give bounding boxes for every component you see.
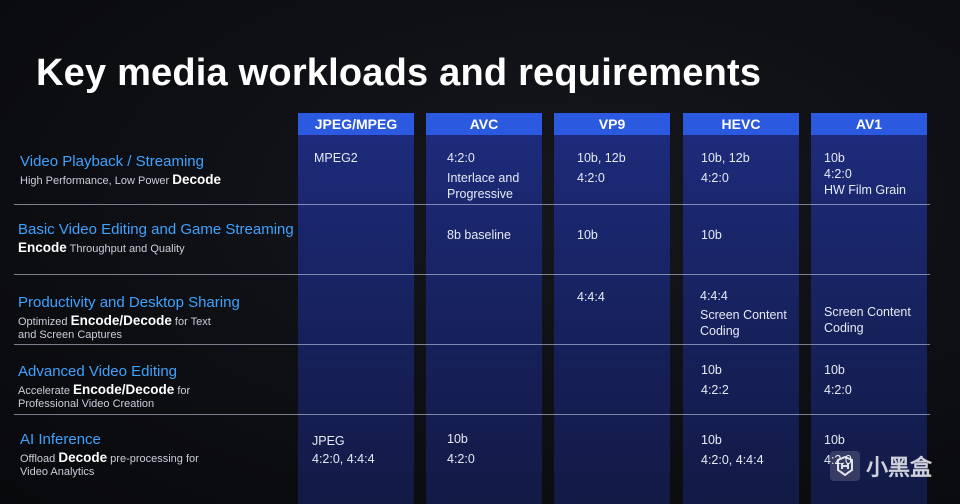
row-title: Basic Video Editing and Game Streaming bbox=[18, 221, 294, 238]
cell-playback-vp9: 10b, 12b 4:2:0 bbox=[577, 151, 626, 185]
column-header: AVC bbox=[426, 113, 542, 135]
cell-ai-hevc: 10b 4:2:0, 4:4:4 bbox=[701, 433, 764, 467]
column-av1: AV1 bbox=[811, 113, 927, 504]
row-divider bbox=[14, 414, 930, 415]
column-jpeg-mpeg: JPEG/MPEG bbox=[298, 113, 414, 504]
cell-ai-jpeg: JPEG 4:2:0, 4:4:4 bbox=[312, 434, 375, 466]
column-hevc: HEVC bbox=[683, 113, 799, 504]
cell-playback-hevc: 10b, 12b 4:2:0 bbox=[701, 151, 750, 185]
cell-basic-avc: 8b baseline bbox=[447, 228, 511, 242]
column-header: HEVC bbox=[683, 113, 799, 135]
column-header: JPEG/MPEG bbox=[298, 113, 414, 135]
cell-basic-hevc: 10b bbox=[701, 228, 722, 242]
cell-ai-avc: 10b 4:2:0 bbox=[447, 432, 475, 466]
slide-title: Key media workloads and requirements bbox=[36, 52, 762, 94]
cell-productivity-hevc: 4:4:4 Screen Content Coding bbox=[700, 289, 787, 338]
row-description: Offload Decode pre-processing for Video … bbox=[20, 450, 199, 478]
column-header: VP9 bbox=[554, 113, 670, 135]
watermark-text: 小黑盒 bbox=[865, 455, 932, 480]
row-title: AI Inference bbox=[20, 431, 101, 448]
row-divider bbox=[14, 344, 930, 345]
row-title: Video Playback / Streaming bbox=[20, 153, 204, 170]
row-divider bbox=[14, 274, 930, 275]
column-vp9: VP9 bbox=[554, 113, 670, 504]
row-label-ai-inference: AI Inference Offload Decode pre-processi… bbox=[20, 431, 220, 479]
row-description: Encode Throughput and Quality bbox=[18, 240, 185, 255]
row-description: Optimized Encode/Decode for Text and Scr… bbox=[18, 313, 211, 341]
cell-playback-jpeg: MPEG2 bbox=[314, 151, 358, 165]
watermark-logo-icon bbox=[829, 451, 860, 481]
cell-playback-avc: 4:2:0 Interlace and Progressive bbox=[447, 151, 520, 201]
cell-playback-av1: 10b 4:2:0 HW Film Grain bbox=[824, 151, 906, 197]
cell-advanced-hevc: 10b 4:2:2 bbox=[701, 363, 729, 397]
row-label-advanced-video-editing: Advanced Video Editing Accelerate Encode… bbox=[18, 363, 218, 411]
row-label-productivity: Productivity and Desktop Sharing Optimiz… bbox=[18, 294, 240, 342]
watermark: 小黑盒 bbox=[829, 450, 932, 482]
column-header: AV1 bbox=[811, 113, 927, 135]
row-label-video-playback: Video Playback / Streaming High Performa… bbox=[20, 153, 221, 188]
row-description: High Performance, Low Power Decode bbox=[20, 172, 222, 187]
cell-basic-vp9: 10b bbox=[577, 228, 598, 242]
column-avc: AVC bbox=[426, 113, 542, 504]
row-title: Advanced Video Editing bbox=[18, 363, 178, 380]
row-description: Accelerate Encode/Decode for Professiona… bbox=[18, 382, 191, 410]
row-divider bbox=[14, 204, 930, 205]
row-label-basic-video-editing: Basic Video Editing and Game Streaming E… bbox=[18, 221, 294, 256]
cell-productivity-vp9: 4:4:4 bbox=[577, 290, 605, 304]
row-title: Productivity and Desktop Sharing bbox=[18, 294, 240, 311]
cell-advanced-av1: 10b 4:2:0 bbox=[824, 363, 852, 397]
cell-productivity-av1: Screen Content Coding bbox=[824, 305, 911, 335]
